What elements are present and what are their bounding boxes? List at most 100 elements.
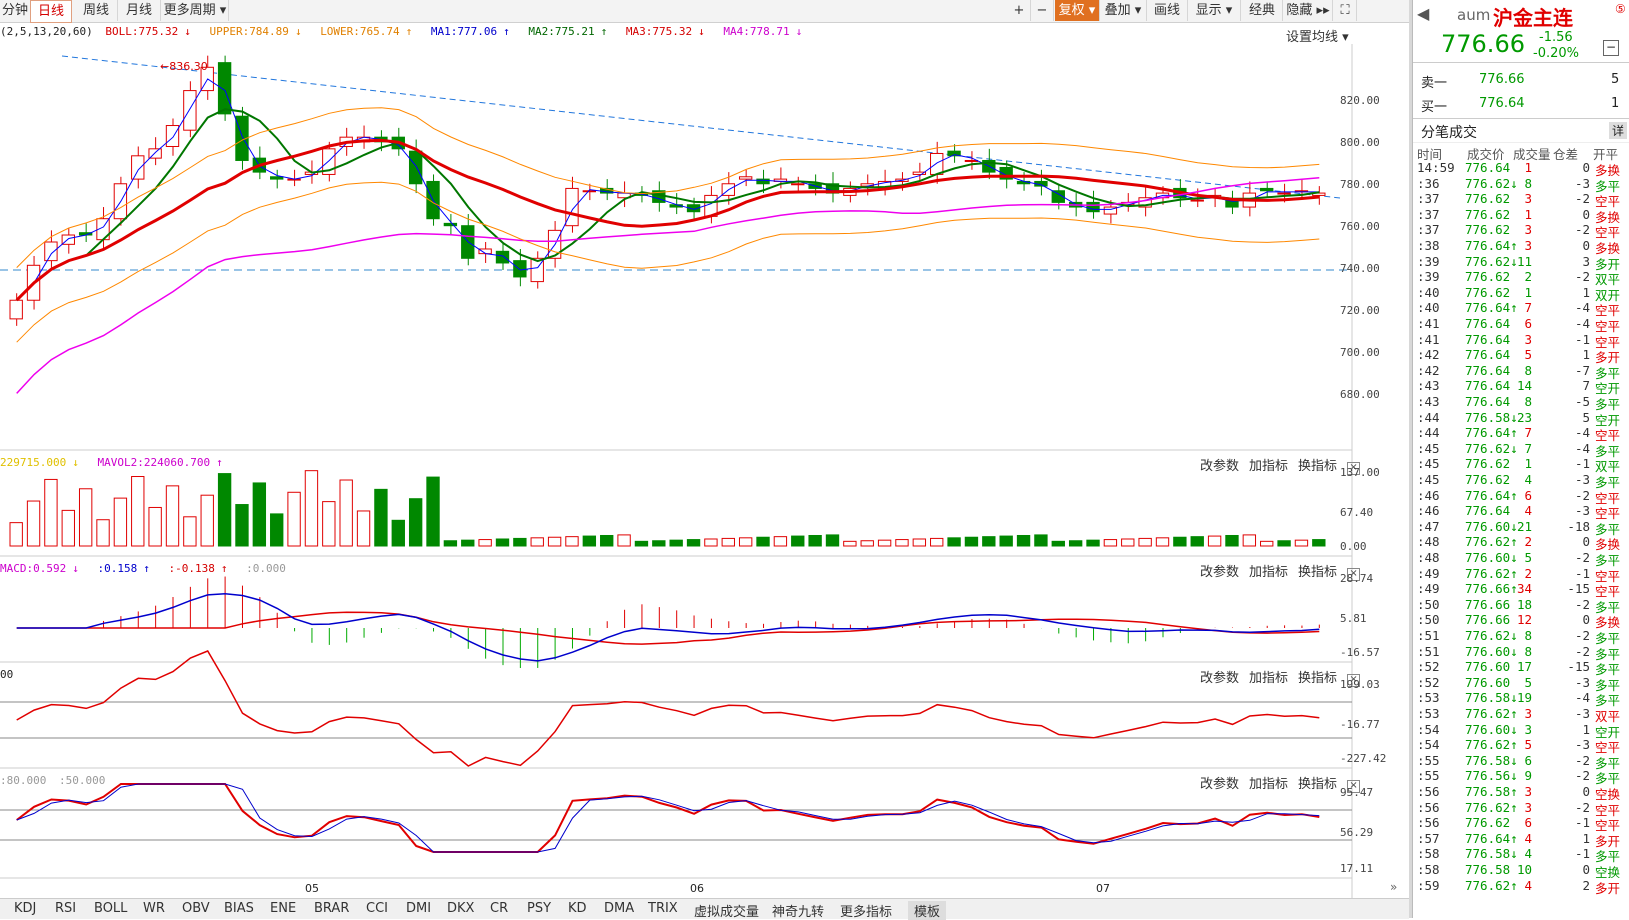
tick-time: :46: [1417, 503, 1440, 519]
switch-indicator-button[interactable]: 换指标: [1298, 777, 1338, 792]
tick-type: 多换: [1595, 537, 1621, 553]
tab-ene[interactable]: ENE: [270, 901, 297, 916]
tick-time: :43: [1417, 378, 1440, 394]
tick-price: 776.56↓: [1465, 768, 1518, 784]
tab-dma[interactable]: DMA: [604, 901, 635, 916]
col-volume: 成交量: [1513, 147, 1551, 162]
classic-button[interactable]: 经典: [1242, 0, 1283, 21]
tick-oi-diff: 0: [1582, 612, 1590, 628]
add-indicator-button[interactable]: 加指标: [1249, 777, 1289, 792]
tick-type: 多平: [1595, 771, 1621, 787]
zoom-out-button[interactable]: −: [1031, 0, 1054, 21]
tick-type: 空换: [1595, 787, 1621, 802]
date-label: 07: [1096, 882, 1110, 895]
tab-psy[interactable]: PSY: [527, 901, 552, 916]
tab-rsi[interactable]: RSI: [55, 901, 77, 916]
tab-more-periods[interactable]: 更多周期 ▾: [162, 0, 229, 21]
tab-weekly[interactable]: 周线: [75, 0, 118, 21]
splitter[interactable]: [1409, 0, 1412, 918]
tab-bias[interactable]: BIAS: [224, 901, 254, 916]
volume-bar: [287, 491, 301, 547]
edit-params-button[interactable]: 改参数: [1200, 777, 1240, 792]
tab-kd[interactable]: KD: [568, 901, 587, 916]
tick-time: :37: [1417, 206, 1440, 222]
tab-monthly[interactable]: 月线: [118, 0, 161, 21]
close-icon[interactable]: ×: [1347, 568, 1361, 581]
zoom-in-button[interactable]: +: [1008, 0, 1031, 21]
volume-bar: [1034, 534, 1048, 547]
tab-boll[interactable]: BOLL: [94, 901, 128, 916]
close-icon[interactable]: ×: [1347, 780, 1361, 793]
volume-bar: [860, 540, 874, 547]
tick-price: 776.64: [1465, 378, 1511, 394]
tick-oi-diff: -3: [1574, 737, 1590, 753]
volume-bar: [304, 470, 319, 547]
candle-body: [495, 250, 510, 264]
tab-trix[interactable]: TRIX: [648, 901, 678, 916]
tick-type: 多开: [1595, 256, 1621, 272]
volume-bar: [756, 536, 770, 547]
tab-obv[interactable]: OBV: [182, 901, 210, 916]
tick-volume: 3: [1524, 799, 1532, 815]
overlay-button[interactable]: 叠加 ▾: [1100, 0, 1147, 21]
tick-type: 空平: [1595, 802, 1621, 818]
prev-symbol-icon[interactable]: ◀: [1417, 4, 1430, 23]
tab-brar[interactable]: BRAR: [314, 901, 350, 916]
candle-body: [912, 171, 927, 175]
hide-button[interactable]: 隐藏 ▸▸: [1284, 0, 1333, 21]
tick-oi-diff: -4: [1574, 425, 1590, 441]
tick-volume: 7: [1524, 300, 1532, 316]
switch-indicator-button[interactable]: 换指标: [1298, 459, 1338, 474]
ticks-detail-button[interactable]: 详: [1609, 122, 1628, 139]
volume-bar: [912, 538, 927, 547]
tick-volume: 6: [1524, 752, 1532, 768]
edit-params-button[interactable]: 改参数: [1200, 565, 1240, 580]
edit-params-button[interactable]: 改参数: [1200, 459, 1240, 474]
fav-icon[interactable]: ⑤: [1615, 2, 1626, 16]
tick-oi-diff: 1: [1582, 284, 1590, 300]
tab-magic-nine[interactable]: 神奇九转: [772, 905, 825, 920]
tab-daily[interactable]: 日线: [30, 0, 72, 23]
tick-volume: 1: [1524, 160, 1532, 175]
add-indicator-button[interactable]: 加指标: [1249, 459, 1289, 474]
tick-row: :50 776.66 18 -2 多平: [1413, 597, 1629, 615]
tab-dkx[interactable]: DKX: [447, 901, 475, 916]
scroll-right-icon[interactable]: »: [1390, 880, 1398, 894]
tab-kdj[interactable]: KDJ: [14, 901, 37, 916]
adjust-label: 复权: [1058, 3, 1085, 18]
volume-bar: [270, 513, 284, 547]
tab-cr[interactable]: CR: [490, 901, 509, 916]
tick-row: :58 776.58 10 0 空换: [1413, 862, 1629, 880]
tick-oi-diff: -2: [1574, 487, 1590, 503]
tab-virtual-volume[interactable]: 虚拟成交量: [694, 905, 760, 920]
tab-more-indicators[interactable]: 更多指标: [840, 905, 893, 920]
close-icon[interactable]: ×: [1347, 674, 1361, 687]
tick-volume: 5: [1524, 674, 1532, 690]
col-price: 成交价: [1467, 147, 1505, 162]
collapse-icon[interactable]: −: [1603, 40, 1619, 56]
draw-button[interactable]: 画线: [1147, 0, 1188, 21]
tick-time: :45: [1417, 440, 1440, 456]
tick-price: 776.64↑: [1465, 300, 1518, 316]
tab-cci[interactable]: CCI: [366, 901, 388, 916]
tick-volume: 8: [1524, 628, 1532, 643]
fullscreen-icon[interactable]: ⛶: [1334, 0, 1357, 21]
tick-price: 776.62: [1465, 284, 1511, 300]
chart-canvas[interactable]: ←836.30: [0, 0, 1409, 898]
tab-dmi[interactable]: DMI: [406, 901, 432, 916]
add-indicator-button[interactable]: 加指标: [1249, 565, 1289, 580]
tab-template[interactable]: 模板: [908, 901, 947, 920]
close-icon[interactable]: ×: [1347, 462, 1361, 475]
candle-body: [443, 222, 458, 227]
switch-indicator-button[interactable]: 换指标: [1298, 565, 1338, 580]
adjust-button[interactable]: 复权 ▾: [1055, 0, 1100, 21]
display-button[interactable]: 显示 ▾: [1188, 0, 1241, 21]
tick-volume: 5: [1524, 347, 1532, 363]
tick-price: 776.62: [1465, 456, 1511, 472]
tick-price: 776.64: [1465, 160, 1511, 175]
tab-wr[interactable]: WR: [143, 901, 165, 916]
set-ma-button[interactable]: 设置均线 ▾: [1286, 30, 1349, 45]
switch-indicator-button[interactable]: 换指标: [1298, 671, 1338, 686]
add-indicator-button[interactable]: 加指标: [1249, 671, 1289, 686]
edit-params-button[interactable]: 改参数: [1200, 671, 1240, 686]
